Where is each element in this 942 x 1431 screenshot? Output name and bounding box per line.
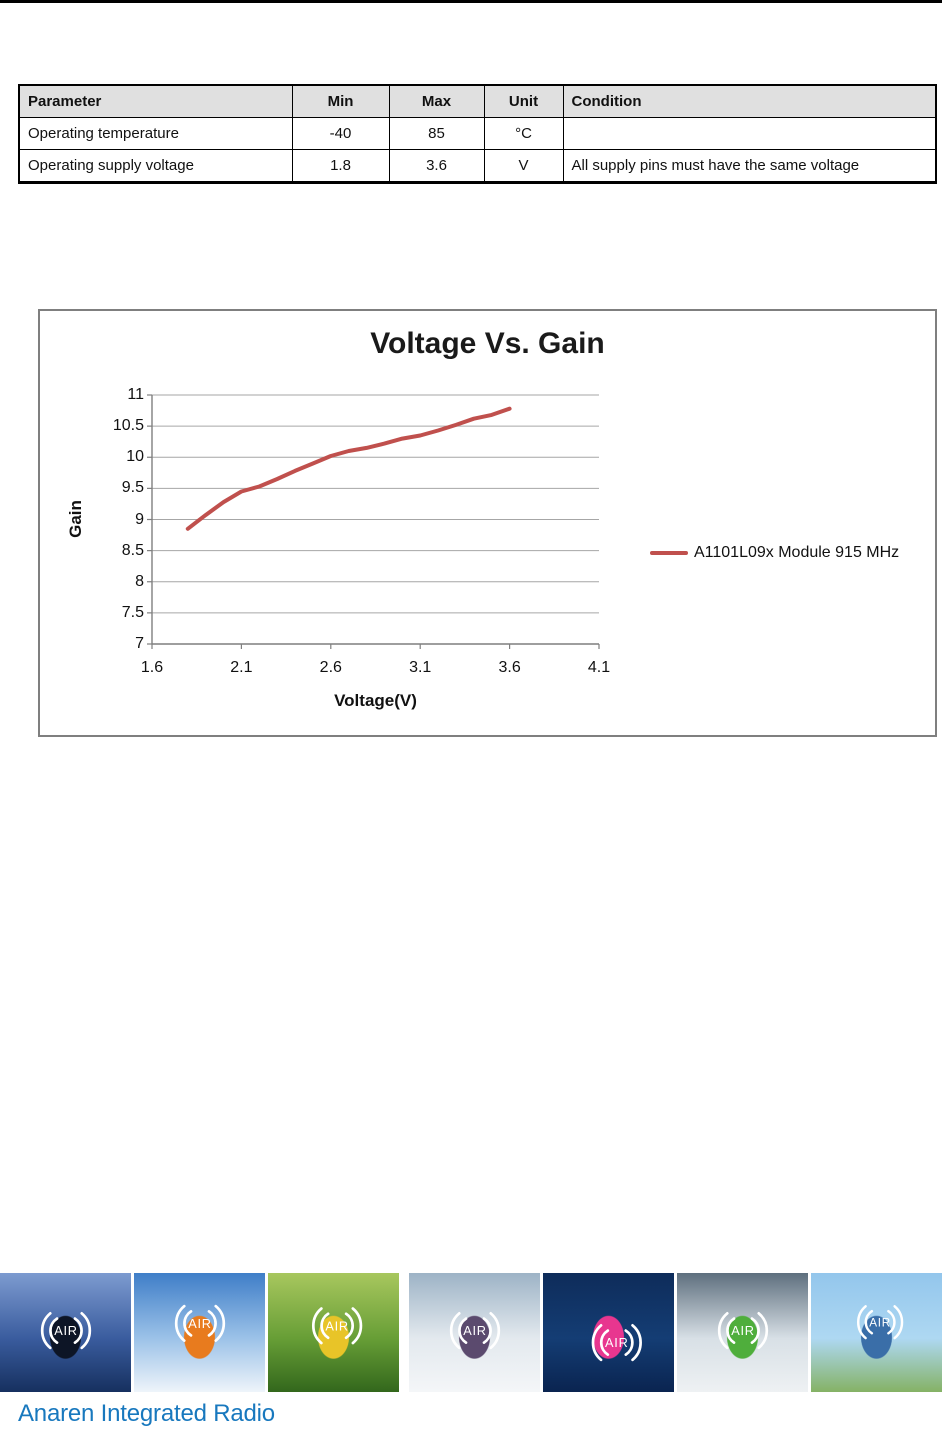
wave-arc-icon bbox=[79, 1311, 91, 1349]
table-row: Operating supply voltage 1.8 3.6 V All suppl… bbox=[18, 149, 937, 183]
wave-arc-icon bbox=[207, 1309, 217, 1337]
air-logo-icon: AIR bbox=[174, 1304, 225, 1342]
legend-line-swatch-icon bbox=[650, 551, 688, 555]
table-cell: 3.6 bbox=[388, 149, 485, 183]
plot-area bbox=[147, 394, 600, 649]
column-header: Parameter bbox=[18, 84, 293, 118]
footer-photo-inline-skater: AIR bbox=[811, 1273, 942, 1392]
air-logo-icon: AIR bbox=[311, 1306, 362, 1344]
table-cell bbox=[562, 117, 937, 150]
spec-table-body: Operating temperature -40 85 °C Operating su… bbox=[18, 117, 937, 183]
x-tick-label: 2.1 bbox=[230, 659, 253, 676]
wave-arc-icon bbox=[482, 1316, 492, 1344]
wave-arc-icon bbox=[182, 1309, 192, 1337]
x-tick-label: 1.6 bbox=[140, 659, 164, 676]
spec-table-head: Parameter Min Max Unit Condition bbox=[18, 84, 937, 118]
air-logo-text: AIR bbox=[325, 1318, 349, 1333]
gain-series-line bbox=[185, 406, 512, 531]
air-logo-icon: AIR bbox=[717, 1311, 768, 1349]
wave-arc-icon bbox=[457, 1316, 467, 1344]
x-tick-label: 2.6 bbox=[319, 659, 342, 676]
spec-table: Parameter Min Max Unit Condition Operating t… bbox=[18, 84, 937, 184]
y-tick-label: 9.5 bbox=[121, 479, 144, 497]
air-logo-icon: AIR bbox=[449, 1311, 500, 1349]
air-logo-text: AIR bbox=[731, 1323, 755, 1338]
y-tick-label: 7 bbox=[135, 635, 144, 652]
wave-arc-icon bbox=[623, 1328, 634, 1356]
air-logo-icon: AIR bbox=[591, 1323, 642, 1361]
air-logo-text: AIR bbox=[54, 1323, 78, 1338]
brand-wordmark: Anaren Integrated Radio bbox=[18, 1400, 275, 1427]
wave-arc-icon bbox=[599, 1328, 609, 1356]
wave-arc-icon bbox=[892, 1304, 903, 1339]
air-logo-text: AIR bbox=[463, 1323, 487, 1338]
wave-arc-icon bbox=[750, 1316, 760, 1344]
wave-arc-icon bbox=[319, 1311, 329, 1339]
footer-photo-skateboarder: AIR bbox=[0, 1273, 131, 1392]
column-header: Condition bbox=[562, 84, 937, 118]
spec-table-header-row: Parameter Min Max Unit Condition bbox=[18, 84, 937, 118]
footer-photo-mountain-biker: AIR bbox=[268, 1273, 399, 1392]
top-rule bbox=[0, 0, 942, 3]
column-header: Min bbox=[291, 84, 390, 118]
column-header: Unit bbox=[483, 84, 564, 118]
chart-plot-svg bbox=[147, 394, 600, 649]
wave-arc-icon bbox=[311, 1306, 323, 1344]
wave-arc-icon bbox=[856, 1304, 867, 1339]
x-tick-label: 4.1 bbox=[587, 659, 611, 676]
table-cell: V bbox=[483, 149, 564, 183]
y-tick-label: 10 bbox=[126, 448, 144, 466]
table-cell: Operating supply voltage bbox=[18, 149, 293, 183]
footer-photo-strip: AIR AIR AIR AIR AIR AIR AIR bbox=[0, 1273, 942, 1392]
wave-arc-icon bbox=[886, 1309, 896, 1334]
table-cell: Operating temperature bbox=[18, 117, 293, 150]
wave-arc-icon bbox=[488, 1311, 500, 1349]
wave-arc-icon bbox=[756, 1311, 768, 1349]
chart-title: Voltage Vs. Gain bbox=[370, 327, 605, 360]
wave-arc-icon bbox=[40, 1311, 52, 1349]
air-logo-icon: AIR bbox=[40, 1311, 91, 1349]
legend-series-label: A1101L09x Module 915 MHz bbox=[694, 544, 900, 561]
air-logo-text: AIR bbox=[869, 1316, 891, 1329]
wave-arc-icon bbox=[864, 1309, 873, 1334]
wave-arc-icon bbox=[48, 1316, 58, 1344]
y-tick-label: 8.5 bbox=[121, 541, 144, 559]
table-cell: °C bbox=[483, 117, 564, 150]
wave-arc-icon bbox=[725, 1316, 735, 1344]
air-logo-text: AIR bbox=[188, 1315, 212, 1330]
column-header: Max bbox=[388, 84, 485, 118]
chart-legend: A1101L09x Module 915 MHz bbox=[650, 544, 899, 562]
table-cell: 85 bbox=[388, 117, 485, 150]
table-cell: -40 bbox=[291, 117, 390, 150]
wave-arc-icon bbox=[174, 1304, 186, 1342]
footer-photo-windsurfer: AIR bbox=[543, 1273, 674, 1392]
table-row: Operating temperature -40 85 °C bbox=[18, 117, 937, 150]
footer-photo-skier: AIR bbox=[134, 1273, 265, 1392]
air-logo-text: AIR bbox=[605, 1335, 629, 1350]
y-tick-label: 11 bbox=[127, 386, 144, 403]
y-tick-label: 7.5 bbox=[121, 603, 144, 621]
wave-arc-icon bbox=[630, 1323, 642, 1361]
voltage-gain-chart: Voltage Vs. Gain Gain Voltage(V) A1101L0… bbox=[38, 309, 937, 737]
footer-photo-snowboarder: AIR bbox=[409, 1273, 540, 1392]
y-tick-label: 8 bbox=[135, 572, 144, 590]
wave-arc-icon bbox=[73, 1316, 83, 1344]
x-tick-label: 3.6 bbox=[498, 659, 521, 676]
wave-arc-icon bbox=[449, 1311, 461, 1349]
table-cell: All supply pins must have the same volta… bbox=[562, 149, 937, 183]
x-tick-label: 3.1 bbox=[409, 659, 432, 676]
air-logo-icon: AIR bbox=[856, 1304, 903, 1339]
wave-arc-icon bbox=[344, 1311, 354, 1339]
y-tick-label: 9 bbox=[135, 510, 144, 528]
wave-arc-icon bbox=[351, 1306, 362, 1344]
footer-photo-kayaker: AIR bbox=[677, 1273, 808, 1392]
table-cell: 1.8 bbox=[291, 149, 390, 183]
wave-arc-icon bbox=[717, 1311, 729, 1349]
wave-arc-icon bbox=[591, 1323, 602, 1361]
y-tick-label: 10.5 bbox=[112, 417, 144, 435]
x-axis-title: Voltage(V) bbox=[334, 691, 417, 710]
wave-arc-icon bbox=[213, 1304, 225, 1342]
